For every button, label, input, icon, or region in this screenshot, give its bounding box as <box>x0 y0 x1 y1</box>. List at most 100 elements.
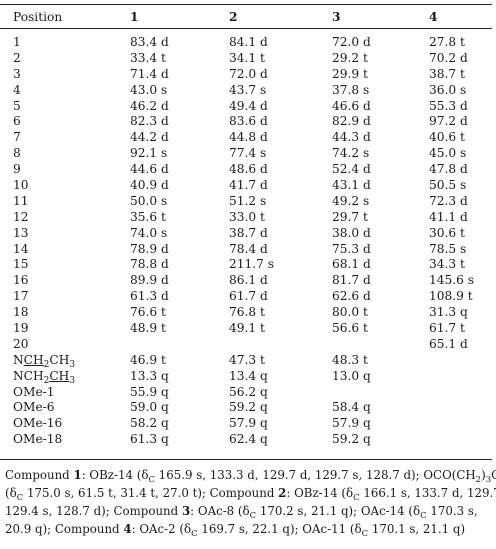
shift-cell-compound-2: 61.7 d <box>229 289 268 304</box>
position-cell: 16 <box>13 273 29 288</box>
shift-cell-compound-3: 74.2 s <box>332 146 370 161</box>
shift-cell-compound-2: 83.6 d <box>229 114 268 129</box>
shift-cell-compound-2: 59.2 q <box>229 400 268 415</box>
table-row: 12 35.6 t 33.0 t 29.7 t 41.1 d <box>0 210 492 226</box>
shift-cell-compound-4: 78.5 s <box>429 241 467 256</box>
position-cell: 19 <box>13 321 29 336</box>
shift-cell-compound-1: 35.6 t <box>130 209 166 224</box>
shift-cell-compound-4: 47.8 d <box>429 162 468 177</box>
table-row: NCH2CH3 13.3 q 13.4 q 13.0 q <box>0 368 492 386</box>
shift-cell-compound-1: 43.0 s <box>130 82 168 97</box>
position-cell: 17 <box>13 289 29 304</box>
shift-cell-compound-2: 33.0 t <box>229 209 265 224</box>
shift-cell-compound-3: 72.0 d <box>332 35 371 49</box>
shift-cell-compound-1: 46.2 d <box>130 98 169 113</box>
position-cell: 9 <box>13 162 21 177</box>
position-cell: NCH2CH3 <box>13 352 76 370</box>
shift-cell-compound-3: 59.2 q <box>332 432 371 447</box>
shift-cell-compound-1: 44.6 d <box>130 162 169 177</box>
shift-cell-compound-3: 58.4 q <box>332 400 371 415</box>
shift-cell-compound-1: 46.9 t <box>130 352 166 367</box>
shift-cell-compound-4: 145.6 s <box>429 273 475 288</box>
shift-cell-compound-3: 52.4 d <box>332 162 371 177</box>
shift-cell-compound-1: 78.8 d <box>130 257 169 272</box>
shift-cell-compound-4: 55.3 d <box>429 98 468 113</box>
shift-cell-compound-2: 44.8 d <box>229 130 268 145</box>
shift-cell-compound-2: 13.4 q <box>229 368 268 383</box>
position-cell: 2 <box>13 50 21 65</box>
table-row: OMe-1 55.9 q 56.2 q <box>0 385 492 401</box>
shift-cell-compound-3: 62.6 d <box>332 289 371 304</box>
shift-cell-compound-4: 40.6 t <box>429 130 465 145</box>
table-row: OMe-16 58.2 q 57.9 q 57.9 q <box>0 416 492 432</box>
shift-cell-compound-3: 81.7 d <box>332 273 371 288</box>
table-row: 2 33.4 t 34.1 t 29.2 t 70.2 d <box>0 51 492 67</box>
shift-cell-compound-4: 34.3 t <box>429 257 465 272</box>
shift-cell-compound-1: 44.2 d <box>130 130 169 145</box>
shift-cell-compound-4: 31.3 q <box>429 305 468 320</box>
header-compound-1: 1 <box>130 10 139 24</box>
position-cell: 5 <box>13 98 21 113</box>
shift-cell-compound-3: 48.3 t <box>332 352 368 367</box>
shift-cell-compound-4: 72.3 d <box>429 193 468 208</box>
shift-cell-compound-2: 84.1 d <box>229 35 268 49</box>
shift-cell-compound-3: 49.2 s <box>332 193 370 208</box>
table-row: 16 89.9 d 86.1 d 81.7 d 145.6 s <box>0 273 492 289</box>
shift-cell-compound-1: 55.9 q <box>130 384 169 399</box>
footnote-line: Compound 1: OBz-14 (δC 165.9 s, 133.3 d,… <box>5 468 496 485</box>
table-row: 10 40.9 d 41.7 d 43.1 d 50.5 s <box>0 178 492 194</box>
position-cell: OMe-1 <box>13 384 55 399</box>
shift-cell-compound-2: 47.3 t <box>229 352 265 367</box>
shift-cell-compound-1: 71.4 d <box>130 66 169 81</box>
table-row: 15 78.8 d 211.7 s 68.1 d 34.3 t <box>0 257 492 273</box>
table-row: 6 82.3 d 83.6 d 82.9 d 97.2 d <box>0 114 492 130</box>
table-row: 19 48.9 t 49.1 t 56.6 t 61.7 t <box>0 321 492 337</box>
table-row: 14 78.9 d 78.4 d 75.3 d 78.5 s <box>0 242 492 258</box>
position-cell: 1 <box>13 35 21 49</box>
shift-cell-compound-3: 38.0 d <box>332 225 371 240</box>
shift-cell-compound-1: 13.3 q <box>130 368 169 383</box>
shift-cell-compound-3: 13.0 q <box>332 368 371 383</box>
position-cell: 20 <box>13 336 29 351</box>
shift-cell-compound-2: 49.4 d <box>229 98 268 113</box>
shift-cell-compound-1: 50.0 s <box>130 193 168 208</box>
table-row: 13 74.0 s 38.7 d 38.0 d 30.6 t <box>0 226 492 242</box>
position-cell: 12 <box>13 209 29 224</box>
table-header-row: Position 1 2 3 4 <box>0 9 492 26</box>
table-row: OMe-18 61.3 q 62.4 q 59.2 q <box>0 432 492 448</box>
shift-cell-compound-3: 37.8 s <box>332 82 370 97</box>
table-top-rule <box>0 4 492 5</box>
shift-cell-compound-2: 211.7 s <box>229 257 275 272</box>
table-row: 7 44.2 d 44.8 d 44.3 d 40.6 t <box>0 130 492 146</box>
shift-cell-compound-1: 40.9 d <box>130 178 169 193</box>
shift-cell-compound-1: 92.1 s <box>130 146 168 161</box>
header-compound-3: 3 <box>332 10 341 24</box>
table-row: 20 65.1 d <box>0 337 492 353</box>
shift-cell-compound-1: 83.4 d <box>130 35 169 49</box>
table-row: NCH2CH3 46.9 t 47.3 t 48.3 t <box>0 352 492 370</box>
shift-cell-compound-3: 29.7 t <box>332 209 368 224</box>
header-position: Position <box>13 10 63 24</box>
position-cell: 8 <box>13 146 21 161</box>
footnote-line: 20.9 q); Compound 4: OAc-2 (δC 169.7 s, … <box>5 522 466 539</box>
shift-cell-compound-1: 61.3 d <box>130 289 169 304</box>
shift-cell-compound-4: 27.8 t <box>429 35 465 49</box>
shift-cell-compound-1: 48.9 t <box>130 321 166 336</box>
position-cell: OMe-6 <box>13 400 55 415</box>
shift-cell-compound-1: 89.9 d <box>130 273 169 288</box>
shift-cell-compound-1: 82.3 d <box>130 114 169 129</box>
shift-cell-compound-1: 74.0 s <box>130 225 168 240</box>
shift-cell-compound-2: 72.0 d <box>229 66 268 81</box>
shift-cell-compound-1: 33.4 t <box>130 50 166 65</box>
shift-cell-compound-2: 56.2 q <box>229 384 268 399</box>
position-cell: NCH2CH3 <box>13 368 76 386</box>
shift-cell-compound-2: 77.4 s <box>229 146 267 161</box>
shift-cell-compound-2: 51.2 s <box>229 193 267 208</box>
position-cell: 6 <box>13 114 21 129</box>
table-row: 17 61.3 d 61.7 d 62.6 d 108.9 t <box>0 289 492 305</box>
position-cell: 10 <box>13 178 29 193</box>
table-row: 5 46.2 d 49.4 d 46.6 d 55.3 d <box>0 99 492 115</box>
shift-cell-compound-4: 108.9 t <box>429 289 473 304</box>
shift-cell-compound-3: 44.3 d <box>332 130 371 145</box>
